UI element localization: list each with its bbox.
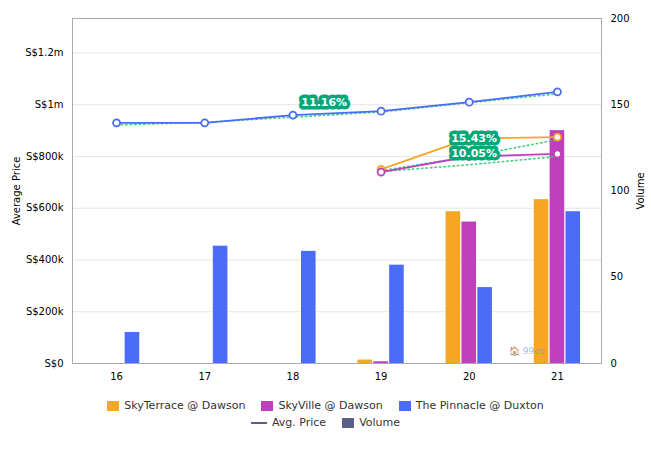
svg-text:0: 0 [611,358,617,369]
html-text:The Pinnacle @ Duxton: The Pinnacle @ Duxton [415,399,544,412]
svg-text:10.05%: 10.05% [451,147,497,160]
svg-text:16: 16 [110,371,123,382]
svg-text:Average Price: Average Price [11,157,22,226]
svg-text:S$600k: S$600k [26,202,64,213]
html-text:SkyVille @ Dawson: SkyVille @ Dawson [278,399,383,412]
svg-text:S$200k: S$200k [26,306,64,317]
svg-text:50: 50 [611,271,624,282]
svg-text:S$800k: S$800k [26,151,64,162]
svg-text:S$1.2m: S$1.2m [25,47,63,58]
svg-text:21: 21 [551,371,564,382]
html-text:Avg. Price: Avg. Price [271,416,327,429]
svg-text:19: 19 [375,371,388,382]
svg-text:11.16%: 11.16% [301,96,347,109]
svg-text:Volume: Volume [635,172,646,209]
svg-text:18: 18 [287,371,300,382]
svg-text:20: 20 [463,371,476,382]
svg-text:S$1m: S$1m [35,99,64,110]
svg-text:150: 150 [611,99,630,110]
html-text:SkyTerrace @ Dawson: SkyTerrace @ Dawson [124,399,246,412]
html-text:Volume: Volume [359,416,401,429]
svg-text:17: 17 [198,371,211,382]
svg-text:S$400k: S$400k [26,254,64,265]
svg-text:15.43%: 15.43% [451,132,497,145]
svg-text:🏠 99co: 🏠 99co [509,346,545,356]
svg-text:200: 200 [611,13,630,24]
svg-text:S$0: S$0 [44,358,63,369]
svg-text:100: 100 [611,185,630,196]
